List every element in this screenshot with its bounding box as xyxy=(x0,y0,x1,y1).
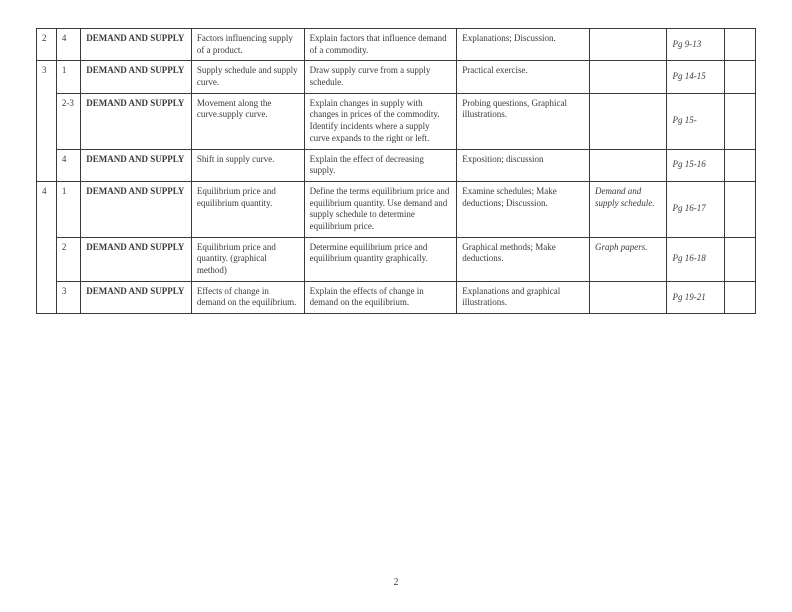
activities-cell: Probing questions, Graphical illustratio… xyxy=(457,93,590,149)
resources-cell xyxy=(590,281,667,313)
activities-cell: Examine schedules; Make deductions; Disc… xyxy=(457,181,590,237)
table-row: 2DEMAND AND SUPPLYEquilibrium price and … xyxy=(37,237,756,281)
pages-cell: Pg 15- xyxy=(667,93,725,149)
topic-cell: DEMAND AND SUPPLY xyxy=(81,181,192,237)
resources-cell xyxy=(590,93,667,149)
table-row: 24DEMAND AND SUPPLYFactors influencing s… xyxy=(37,29,756,61)
table-row: 2-3DEMAND AND SUPPLYMovement along the c… xyxy=(37,93,756,149)
subtopic-cell: Movement along the curve.supply curve. xyxy=(191,93,304,149)
activities-cell: Graphical methods; Make deductions. xyxy=(457,237,590,281)
lesson-plan-table: 24DEMAND AND SUPPLYFactors influencing s… xyxy=(36,28,756,314)
objectives-cell: Determine equilibrium price and equilibr… xyxy=(304,237,457,281)
resources-cell: Demand and supply schedule. xyxy=(590,181,667,237)
topic-cell: DEMAND AND SUPPLY xyxy=(81,149,192,181)
lesson-cell: 2 xyxy=(56,237,80,281)
resources-cell xyxy=(590,149,667,181)
objectives-cell: Define the terms equilibrium price and e… xyxy=(304,181,457,237)
subtopic-cell: Supply schedule and supply curve. xyxy=(191,61,304,93)
table-row: 4DEMAND AND SUPPLYShift in supply curve.… xyxy=(37,149,756,181)
week-cell: 2 xyxy=(37,29,57,61)
resources-cell xyxy=(590,29,667,61)
table-row: 31DEMAND AND SUPPLYSupply schedule and s… xyxy=(37,61,756,93)
subtopic-cell: Equilibrium price and equilibrium quanti… xyxy=(191,181,304,237)
lesson-cell: 1 xyxy=(56,61,80,93)
lesson-cell: 4 xyxy=(56,149,80,181)
remarks-cell xyxy=(724,237,755,281)
activities-cell: Exposition; discussion xyxy=(457,149,590,181)
topic-cell: DEMAND AND SUPPLY xyxy=(81,61,192,93)
remarks-cell xyxy=(724,181,755,237)
lesson-cell: 4 xyxy=(56,29,80,61)
lesson-cell: 2-3 xyxy=(56,93,80,149)
page-number: 2 xyxy=(0,577,792,588)
week-cell: 4 xyxy=(37,181,57,313)
remarks-cell xyxy=(724,93,755,149)
lesson-cell: 1 xyxy=(56,181,80,237)
activities-cell: Explanations; Discussion. xyxy=(457,29,590,61)
pages-cell: Pg 9-13 xyxy=(667,29,725,61)
subtopic-cell: Shift in supply curve. xyxy=(191,149,304,181)
subtopic-cell: Factors influencing supply of a product. xyxy=(191,29,304,61)
remarks-cell xyxy=(724,281,755,313)
pages-cell: Pg 15-16 xyxy=(667,149,725,181)
pages-cell: Pg 16-18 xyxy=(667,237,725,281)
resources-cell xyxy=(590,61,667,93)
objectives-cell: Explain factors that influence demand of… xyxy=(304,29,457,61)
remarks-cell xyxy=(724,149,755,181)
resources-cell: Graph papers. xyxy=(590,237,667,281)
pages-cell: Pg 19-21 xyxy=(667,281,725,313)
objectives-cell: Explain changes in supply with changes i… xyxy=(304,93,457,149)
remarks-cell xyxy=(724,61,755,93)
activities-cell: Explanations and graphical illustrations… xyxy=(457,281,590,313)
pages-cell: Pg 16-17 xyxy=(667,181,725,237)
table-row: 3DEMAND AND SUPPLYEffects of change in d… xyxy=(37,281,756,313)
subtopic-cell: Effects of change in demand on the equil… xyxy=(191,281,304,313)
table-row: 41DEMAND AND SUPPLYEquilibrium price and… xyxy=(37,181,756,237)
lesson-cell: 3 xyxy=(56,281,80,313)
objectives-cell: Draw supply curve from a supply schedule… xyxy=(304,61,457,93)
week-cell: 3 xyxy=(37,61,57,182)
topic-cell: DEMAND AND SUPPLY xyxy=(81,29,192,61)
activities-cell: Practical exercise. xyxy=(457,61,590,93)
objectives-cell: Explain the effects of change in demand … xyxy=(304,281,457,313)
remarks-cell xyxy=(724,29,755,61)
subtopic-cell: Equilibrium price and quantity. (graphic… xyxy=(191,237,304,281)
objectives-cell: Explain the effect of decreasing supply. xyxy=(304,149,457,181)
topic-cell: DEMAND AND SUPPLY xyxy=(81,237,192,281)
topic-cell: DEMAND AND SUPPLY xyxy=(81,281,192,313)
pages-cell: Pg 14-15 xyxy=(667,61,725,93)
topic-cell: DEMAND AND SUPPLY xyxy=(81,93,192,149)
